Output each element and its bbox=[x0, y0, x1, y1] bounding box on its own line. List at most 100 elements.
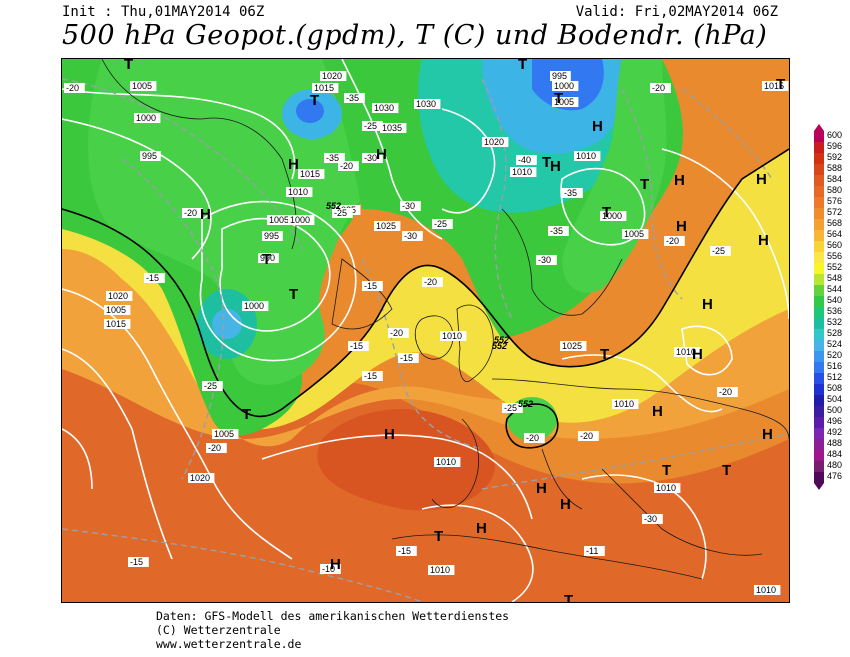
high-pressure-marker: H bbox=[550, 158, 561, 175]
footer-line-url[interactable]: www.wetterzentrale.de bbox=[156, 637, 302, 651]
temperature-label: -20 bbox=[652, 83, 665, 93]
legend-level-600: 600 bbox=[812, 130, 850, 142]
high-pressure-marker: H bbox=[762, 426, 773, 443]
temperature-label-box bbox=[128, 557, 149, 567]
temperature-label-box bbox=[502, 403, 523, 413]
temperature-label-box bbox=[332, 208, 353, 218]
legend-level-484: 484 bbox=[812, 449, 850, 461]
legend-swatch bbox=[814, 142, 824, 153]
low-pressure-marker: T bbox=[542, 154, 551, 171]
legend-level-516: 516 bbox=[812, 361, 850, 373]
legend-level-536: 536 bbox=[812, 306, 850, 318]
temperature-label: -20 bbox=[719, 387, 732, 397]
legend-value: 556 bbox=[827, 251, 843, 261]
legend-swatch bbox=[814, 461, 824, 472]
legend-value: 540 bbox=[827, 295, 843, 305]
temperature-label: -10 bbox=[322, 564, 335, 574]
legend-swatch bbox=[814, 219, 824, 230]
legend-value: 520 bbox=[827, 350, 843, 360]
temperature-label: -25 bbox=[204, 381, 217, 391]
high-pressure-marker: H bbox=[592, 118, 603, 135]
legend-swatch bbox=[814, 263, 824, 274]
temperature-label: -20 bbox=[184, 208, 197, 218]
temperature-label: -20 bbox=[208, 443, 221, 453]
legend-swatch bbox=[814, 164, 824, 175]
pressure-label-box bbox=[134, 113, 161, 123]
pressure-label: 1000 bbox=[290, 215, 310, 225]
footer-credits: Daten: GFS-Modell des amerikanischen Wet… bbox=[156, 609, 509, 651]
pressure-label: 1005 bbox=[106, 305, 126, 315]
low-pressure-marker: T bbox=[289, 286, 298, 303]
pressure-label-box bbox=[482, 137, 509, 147]
legend-level-552: 552 bbox=[812, 262, 850, 274]
legend-swatch bbox=[814, 439, 824, 450]
pressure-label-box bbox=[674, 347, 701, 357]
temperature-label: -30 bbox=[402, 201, 415, 211]
legend-value: 496 bbox=[827, 416, 843, 426]
temperature-label-box bbox=[536, 255, 557, 265]
temperature-label-box bbox=[664, 236, 685, 246]
temperature-label: -25 bbox=[434, 219, 447, 229]
temperature-label-box bbox=[432, 219, 453, 229]
pressure-label: 1005 bbox=[132, 81, 152, 91]
legend-level-592: 592 bbox=[812, 152, 850, 164]
temperature-label: -25 bbox=[504, 403, 517, 413]
temperature-label-box bbox=[717, 387, 738, 397]
legend-value: 512 bbox=[827, 372, 843, 382]
temperature-label-box bbox=[362, 371, 383, 381]
init-time: Init : Thu,01MAY2014 06Z bbox=[62, 4, 265, 20]
pressure-label-box bbox=[104, 305, 131, 315]
legend-swatch bbox=[814, 351, 824, 362]
pressure-label: 1030 bbox=[416, 99, 436, 109]
isobar-15 bbox=[581, 474, 707, 580]
pressure-label-box bbox=[612, 399, 639, 409]
pressure-label: 1010 bbox=[436, 457, 456, 467]
temperature-label: -15 bbox=[146, 273, 159, 283]
isobar-13 bbox=[561, 354, 723, 413]
legend-value: 528 bbox=[827, 328, 843, 338]
isobar-2 bbox=[62, 118, 212, 260]
temperature-label-box bbox=[398, 353, 419, 363]
temperature-label: -25 bbox=[364, 121, 377, 131]
temperature-label-box bbox=[524, 433, 545, 443]
legend-value: 488 bbox=[827, 438, 843, 448]
high-pressure-marker: H bbox=[756, 171, 767, 188]
pressure-label: 1010 bbox=[288, 187, 308, 197]
pressure-label-box bbox=[262, 231, 283, 241]
temperature-label: -25 bbox=[334, 208, 347, 218]
pressure-label-box bbox=[428, 565, 455, 575]
legend-value: 548 bbox=[827, 273, 843, 283]
pressure-label-box bbox=[212, 429, 239, 439]
pressure-label-box bbox=[258, 253, 279, 263]
temperature-label-box bbox=[348, 341, 369, 351]
temperature-label: -20 bbox=[526, 433, 539, 443]
pressure-label: 990 bbox=[260, 253, 275, 263]
legend-swatch bbox=[814, 208, 824, 219]
temperature-label-box bbox=[64, 83, 85, 93]
coast-italy bbox=[541, 448, 583, 510]
isobar-11 bbox=[661, 148, 789, 320]
legend-level-560: 560 bbox=[812, 240, 850, 252]
coast-britain bbox=[456, 304, 494, 382]
temperature-label-box bbox=[650, 83, 671, 93]
legend-swatch bbox=[814, 274, 824, 285]
isotherm-8 bbox=[62, 528, 423, 602]
pressure-label-box bbox=[762, 81, 789, 91]
legend-swatch bbox=[814, 406, 824, 417]
pressure-label: 1010 bbox=[512, 167, 532, 177]
high-pressure-marker: H bbox=[674, 172, 685, 189]
temperature-label: -20 bbox=[666, 236, 679, 246]
legend-level-496: 496 bbox=[812, 416, 850, 428]
temperature-label: -15 bbox=[398, 546, 411, 556]
high-pressure-marker: H bbox=[476, 520, 487, 537]
temperature-label: -15 bbox=[364, 281, 377, 291]
temperature-label-box bbox=[578, 431, 599, 441]
pressure-label-box bbox=[298, 169, 325, 179]
temperature-label: -20 bbox=[580, 431, 593, 441]
high-pressure-marker: H bbox=[758, 232, 769, 249]
isotherm-6 bbox=[681, 88, 773, 180]
pressure-label: 1005 bbox=[214, 429, 234, 439]
temperature-label-box bbox=[344, 93, 365, 103]
pressure-label-box bbox=[374, 221, 401, 231]
pressure-label-box bbox=[600, 211, 627, 221]
